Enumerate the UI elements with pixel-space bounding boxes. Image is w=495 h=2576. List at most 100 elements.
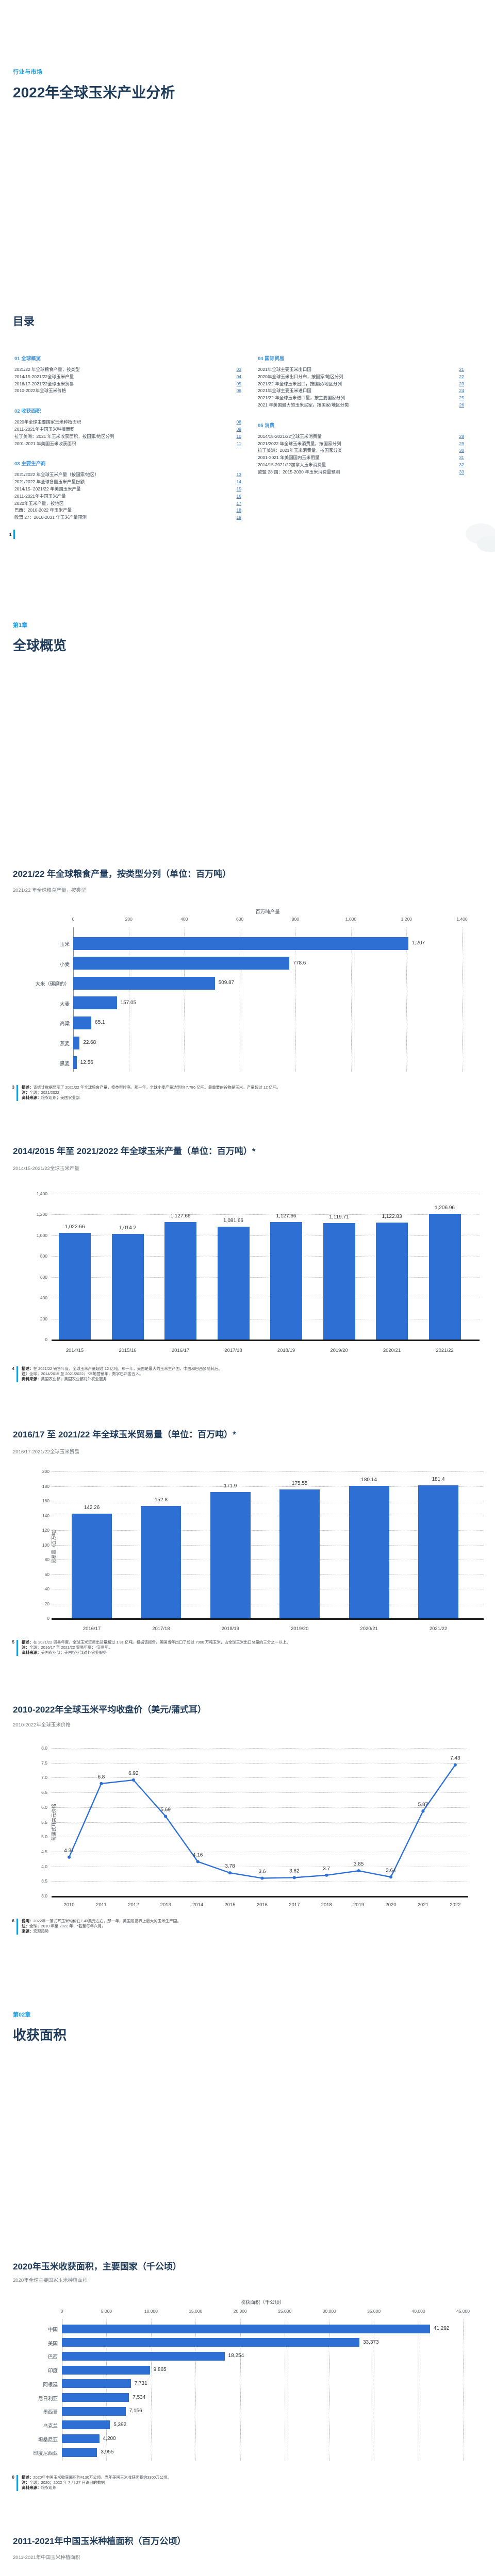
value-label: 7,156 <box>129 2408 142 2414</box>
category-label: 乌克兰 <box>43 2423 58 2429</box>
toc-page-link[interactable]: 13 <box>236 472 241 478</box>
toc-page-link[interactable]: 17 <box>236 500 241 506</box>
toc-page-number: 1 <box>9 532 12 537</box>
footer-accent-bar <box>16 2475 18 2491</box>
toc-page-link[interactable]: 03 <box>236 367 241 372</box>
toc-page-link[interactable]: 31 <box>459 455 464 461</box>
gridline <box>329 2319 330 2461</box>
value-label: 152.8 <box>154 1497 168 1503</box>
toc-page-link[interactable]: 21 <box>459 367 464 372</box>
toc-item-label: 欧盟 28 国：2015-2030 年玉米消费量预测 <box>258 469 340 474</box>
chart-title: 2014/2015 年至 2021/2022 年全球玉米产量（单位：百万吨）* <box>13 1146 256 1156</box>
toc-item-label: 2011-2021年中国玉米产量 <box>14 493 66 499</box>
toc-item-label: 2021/22 年全球粮食产量，按类型 <box>14 367 80 372</box>
toc-page-link[interactable]: 14 <box>236 479 241 485</box>
toc-page-link[interactable]: 10 <box>236 433 241 439</box>
bar <box>217 1227 250 1340</box>
toc-page-link[interactable]: 08 <box>236 419 241 425</box>
bar <box>270 1222 302 1340</box>
bar <box>428 1214 461 1340</box>
bar <box>62 2324 430 2333</box>
toc-page-link[interactable]: 06 <box>236 388 241 394</box>
toc-item: 2001-2021 年美国国内玉米用量 31 <box>258 454 464 462</box>
value-label: 175.55 <box>291 1480 308 1486</box>
category-label: 小麦 <box>59 961 70 968</box>
toc-item-label: 欧盟 27：2016-2031 年玉米产量预测 <box>14 515 87 520</box>
toc-item-label: 拉丁美洲：2021 年玉米收获面积，按国家/地区分列 <box>14 433 114 439</box>
toc-page-link[interactable]: 22 <box>459 374 464 379</box>
footer-accent-bar <box>13 530 15 539</box>
y-tick-label: 0 <box>47 1616 50 1621</box>
toc-item: 2011-2021年中国玉米种植面积 09 <box>14 426 241 433</box>
toc-item-label: 拉丁美洲：2021年玉米消费量，按国家分类 <box>258 448 342 453</box>
bar <box>73 1016 92 1029</box>
toc-page-link[interactable]: 32 <box>459 462 464 467</box>
footer-line: 描述：在 2021/22 贸易年度，全球玉米贸易出货量超过 1.81 亿吨。根据… <box>22 1640 290 1645</box>
gridline <box>52 1235 480 1236</box>
x-axis-line <box>52 1896 468 1897</box>
bar <box>62 2379 131 2388</box>
x-axis-line <box>52 1618 484 1620</box>
toc-page-link[interactable]: 30 <box>459 448 464 453</box>
toc-page-link[interactable]: 15 <box>236 486 241 492</box>
toc-page-link[interactable]: 19 <box>236 515 241 520</box>
value-label: 157.05 <box>120 999 137 1006</box>
toc-item: 2021/2022 年全球各国玉米产量份额 14 <box>14 479 241 486</box>
toc-item: 2001-2021 年美国玉米收获面积 11 <box>14 440 241 448</box>
toc-page-link[interactable]: 23 <box>459 381 464 386</box>
value-label: 41,292 <box>433 2326 450 2331</box>
toc-item-label: 2021/22 年全球玉米进口量，按主要国家分列 <box>258 395 345 401</box>
toc-page-link[interactable]: 11 <box>237 440 241 446</box>
footer-accent-bar <box>16 1640 18 1656</box>
value-label: 22.68 <box>83 1040 96 1045</box>
axis-title: 收获面积（千公顷） <box>240 2300 285 2306</box>
chart-corn-price: 2010-2022年全球玉米平均收盘价（美元/蒲式耳） 2010-2022年全球玉… <box>0 1701 495 1948</box>
toc-item: 2021/2022 年全球玉米产量（按国家/地区） 13 <box>14 471 241 479</box>
footer-text: 说明：2022年一蒲式耳玉米均价在7.43美元左右。那一年，美国是世界上最大的玉… <box>22 1919 181 1934</box>
x-tick-label: 30,000 <box>322 2309 336 2314</box>
x-tick-label: 2017/18 <box>152 1626 170 1632</box>
toc-page-link[interactable]: 25 <box>459 395 464 401</box>
category-label: 玉米 <box>59 942 70 947</box>
chart-grain-production: 2021/22 年全球粮食产量，按类型分列（单位：百万吨） 2021/22 年全球… <box>0 866 495 1113</box>
gridline <box>240 2319 241 2461</box>
data-point <box>357 1869 360 1873</box>
x-tick-label: 20,000 <box>233 2309 247 2314</box>
toc-item-label: 2021/2022 年全球各国玉米产量份额 <box>14 479 85 485</box>
y-axis-label: 每蒲式耳美元价格 <box>51 1803 57 1841</box>
toc-page-footer: 1 <box>9 530 15 539</box>
page-number: 6 <box>12 1919 14 1923</box>
bar <box>62 2351 225 2361</box>
data-point <box>292 1876 296 1879</box>
x-tick-label: 2012 <box>128 1902 139 1908</box>
toc-page-link[interactable]: 05 <box>236 381 241 386</box>
toc-group: 03 主要生产商 2021/2022 年全球玉米产量（按国家/地区） 13 2021/… <box>14 460 241 521</box>
gridline <box>52 1486 484 1487</box>
chart-subtitle: 2014/15-2021/22全球玉米产量 <box>13 1166 79 1172</box>
toc-page-link[interactable]: 09 <box>236 426 241 432</box>
toc-item: 2014/15-2021/22全球玉米产量 04 <box>14 374 241 381</box>
value-label: 509.87 <box>218 980 235 986</box>
x-tick-label: 2016/17 <box>82 1626 101 1632</box>
toc-page-link[interactable]: 16 <box>236 493 241 499</box>
toc-page-link[interactable]: 04 <box>236 374 241 379</box>
gridline <box>184 927 185 1072</box>
toc-page-link[interactable]: 26 <box>459 402 464 408</box>
toc-page-link[interactable]: 33 <box>459 469 464 474</box>
toc-item-label: 2020年全球玉米出口分布，按国家/地区分列 <box>258 374 343 379</box>
value-label: 9,865 <box>153 2367 167 2373</box>
toc-section-header: 04 国际贸易 <box>258 356 285 362</box>
x-tick-label: 35,000 <box>367 2309 381 2314</box>
bar <box>62 2338 359 2347</box>
footer-accent-bar <box>16 1085 18 1101</box>
toc-page-link[interactable]: 18 <box>236 507 241 513</box>
chapter2-title: 收获面积 <box>13 2027 67 2043</box>
x-tick-label: 2022 <box>450 1902 461 1908</box>
toc-item: 拉丁美洲：2021 年玉米收获面积，按国家/地区分列 10 <box>14 433 241 440</box>
bar <box>349 1486 389 1618</box>
x-tick-label: 2017/18 <box>224 1348 242 1353</box>
toc-page-link[interactable]: 29 <box>459 440 464 446</box>
toc-page-link[interactable]: 24 <box>459 388 464 394</box>
toc-page-link[interactable]: 28 <box>459 433 464 439</box>
